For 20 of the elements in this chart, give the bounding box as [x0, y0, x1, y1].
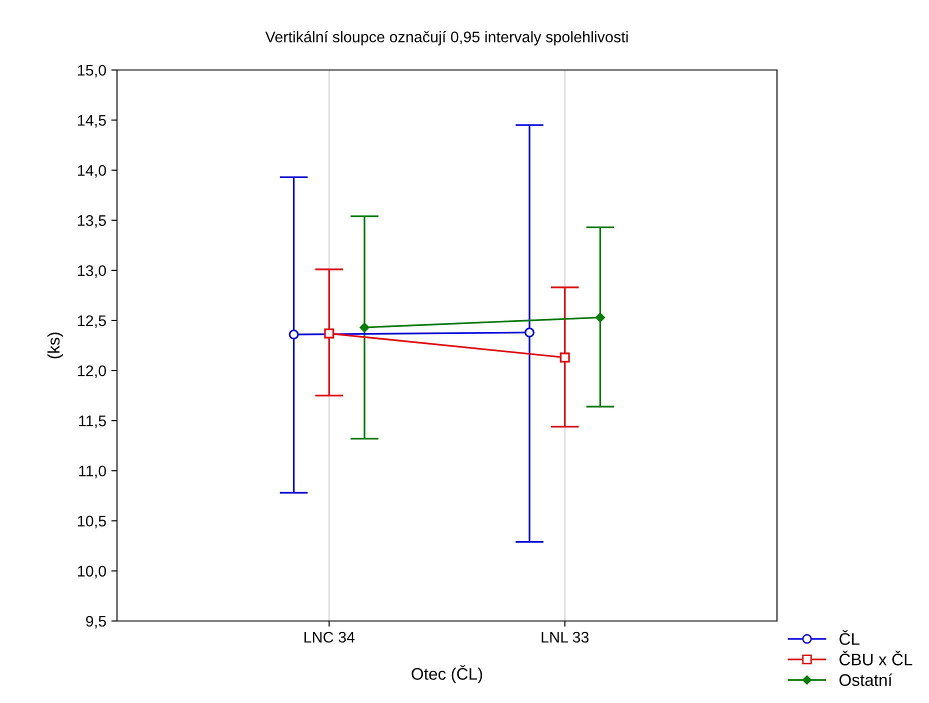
legend-label: ČL: [840, 630, 860, 645]
y-tick-label: 13,5: [78, 215, 106, 228]
y-tick-label: 12,0: [78, 365, 106, 378]
x-tick-label: LNL 33: [542, 632, 589, 643]
y-tick-label: 12,5: [78, 315, 106, 328]
y-tick-label: 10,0: [78, 566, 106, 578]
chart-title: Vertikální sloupce označují 0,95 intervaly spolehlivosti: [265, 30, 628, 46]
x-axis-title: Otec (ČL): [412, 665, 482, 684]
y-tick-label: 11,0: [79, 466, 106, 478]
y-tick-label: 14,5: [78, 115, 106, 128]
y-tick-label: 15,0: [78, 64, 106, 78]
y-axis-title: (ks): [47, 332, 63, 358]
y-tick-label: 9,5: [86, 616, 106, 628]
legend-label: Ostatní: [839, 674, 892, 686]
y-tick-label: 14,0: [78, 165, 106, 178]
y-tick-label: 10,5: [78, 516, 106, 528]
y-tick-label: 11,5: [79, 416, 106, 428]
y-tick-label: 13,0: [78, 265, 106, 278]
legend-label: ČBU x ČL: [840, 650, 912, 666]
x-tick-label: LNC 34: [304, 632, 355, 643]
